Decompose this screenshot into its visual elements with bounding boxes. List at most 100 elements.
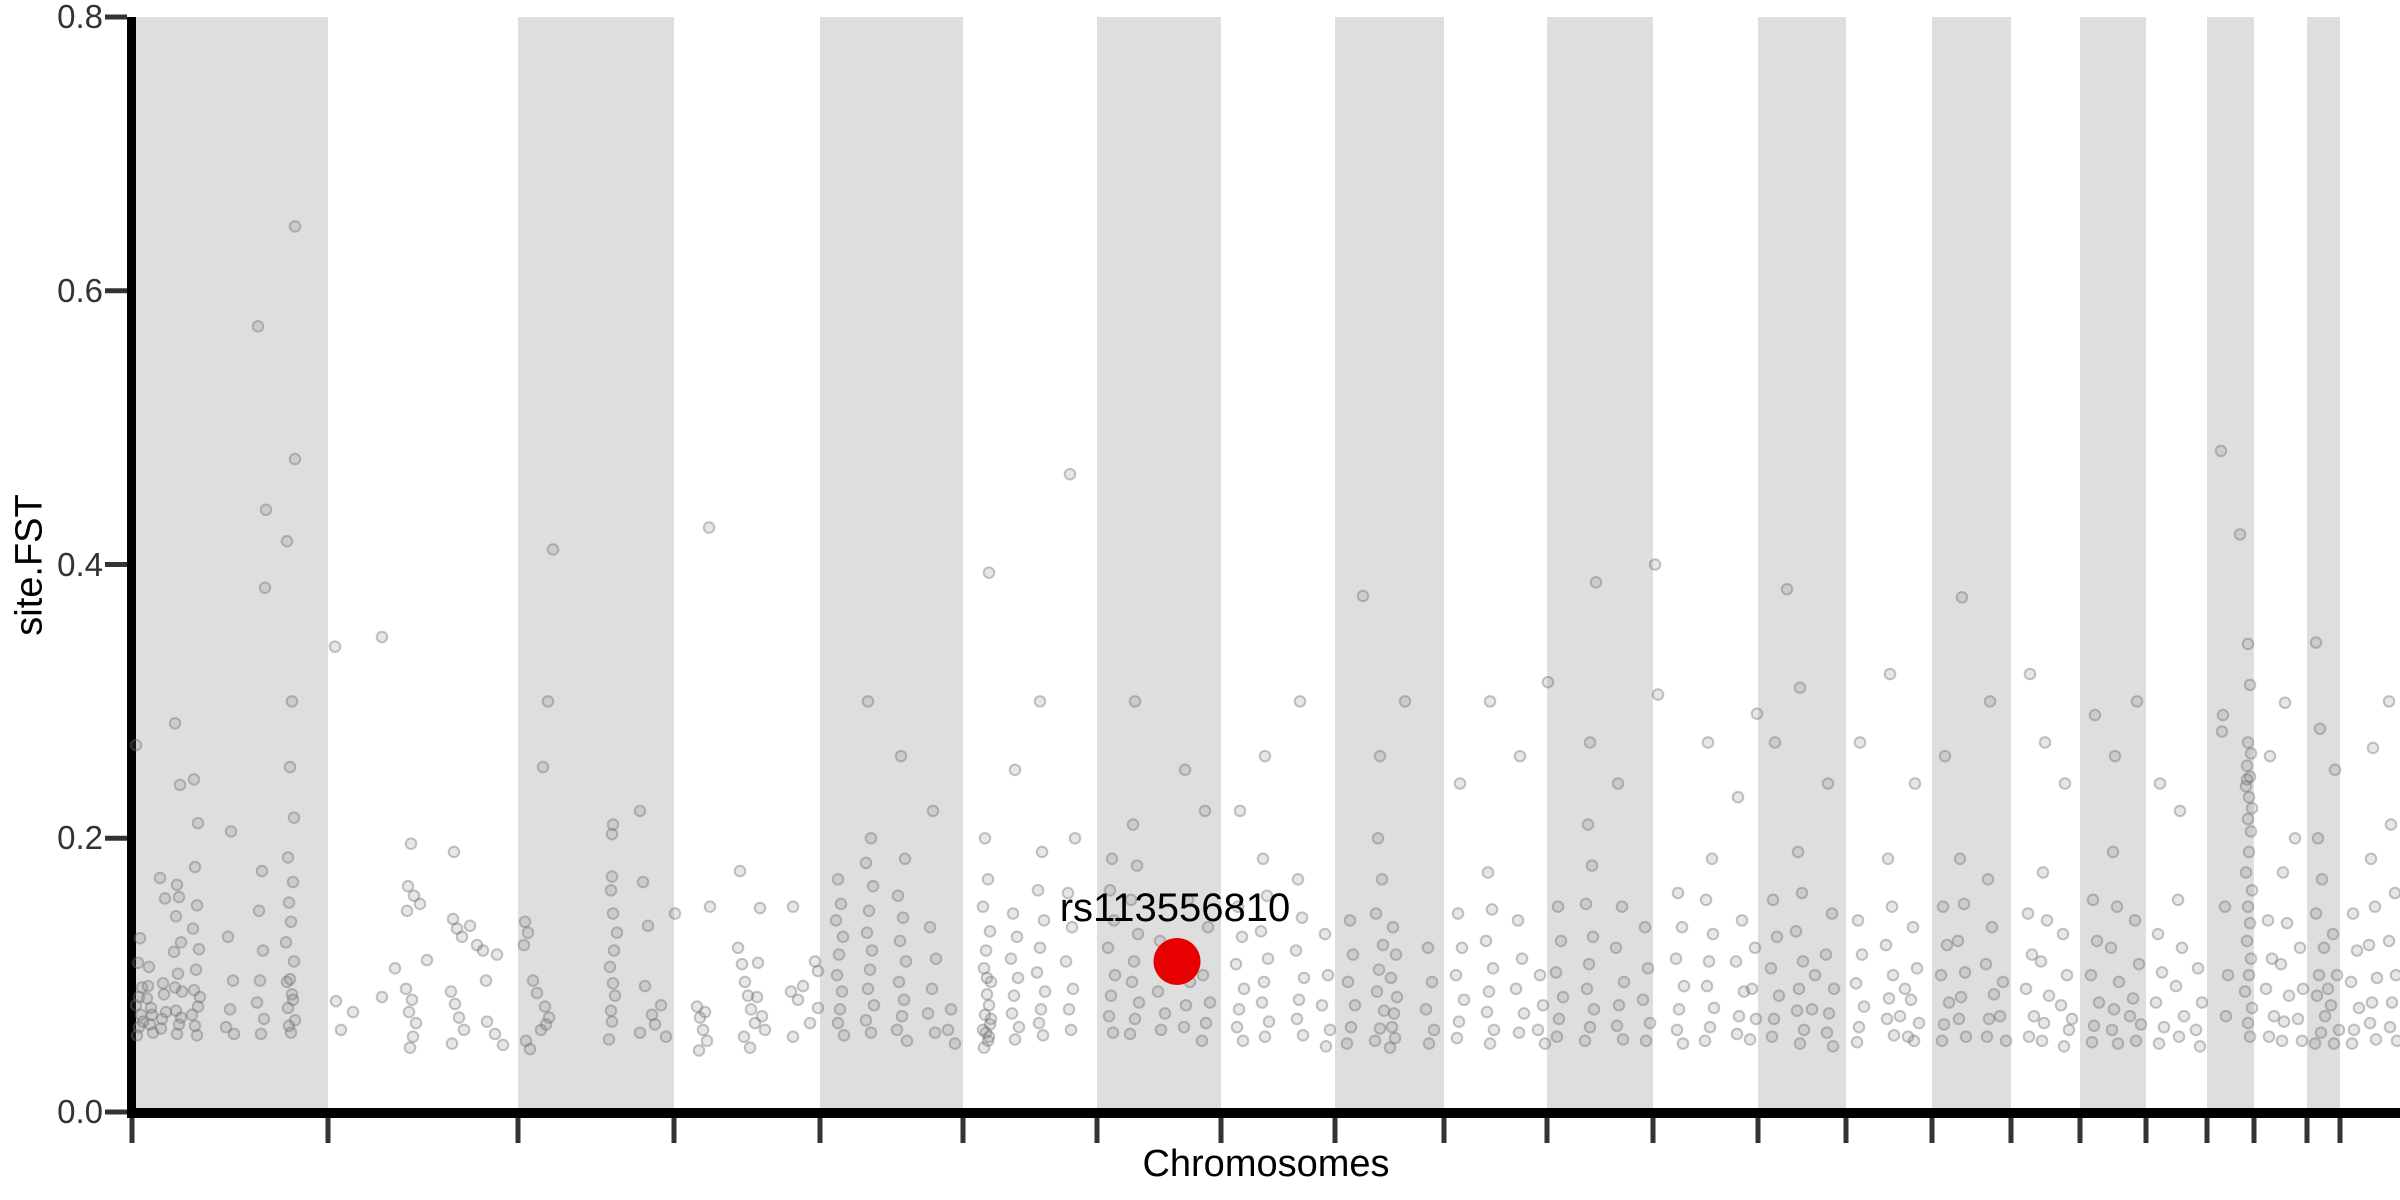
- data-point: [405, 993, 419, 1007]
- data-point: [146, 1026, 160, 1039]
- data-point: [2034, 955, 2048, 968]
- data-point: [1389, 948, 1403, 961]
- data-point: [1257, 975, 1271, 989]
- data-point: [1068, 831, 1082, 845]
- data-point: [2363, 1016, 2377, 1030]
- data-point: [2240, 759, 2254, 773]
- data-point: [1985, 920, 1999, 934]
- data-point: [1348, 998, 1362, 1012]
- data-point: [900, 1034, 914, 1048]
- data-point: [2111, 1037, 2125, 1050]
- data-point: [2382, 695, 2396, 708]
- data-point: [1648, 558, 1662, 571]
- data-point: [2042, 989, 2056, 1002]
- data-point: [1780, 582, 1794, 596]
- data-point: [174, 935, 188, 949]
- data-point: [2321, 982, 2335, 996]
- data-point: [1230, 1020, 1244, 1034]
- data-point: [1059, 955, 1073, 968]
- data-point: [1487, 1023, 1501, 1037]
- data-point: [1789, 925, 1803, 938]
- data-point: [141, 979, 155, 993]
- data-point: [2092, 996, 2106, 1009]
- data-point: [863, 963, 877, 976]
- data-point: [2278, 696, 2292, 710]
- data-point: [2060, 968, 2074, 982]
- data-point: [831, 1016, 845, 1030]
- chromosome-band: [2307, 17, 2340, 1108]
- data-point: [2215, 725, 2229, 738]
- data-point: [733, 864, 747, 878]
- data-point: [1882, 992, 1896, 1005]
- x-tick-mark: [1332, 1118, 1338, 1143]
- data-point: [977, 1041, 991, 1054]
- data-point: [1291, 873, 1305, 886]
- data-point: [2090, 934, 2104, 948]
- data-point: [1729, 955, 1743, 968]
- data-point: [281, 851, 295, 864]
- data-point: [2346, 907, 2360, 920]
- data-point: [2058, 777, 2072, 790]
- data-point: [2332, 1023, 2346, 1037]
- data-point: [738, 975, 752, 989]
- data-point: [169, 909, 183, 923]
- data-point: [2240, 773, 2254, 786]
- data-point: [2347, 1023, 2361, 1037]
- data-point: [1700, 979, 1714, 993]
- data-point: [751, 956, 765, 970]
- data-point: [171, 967, 185, 981]
- data-point: [2152, 1037, 2166, 1050]
- data-point: [1481, 866, 1495, 879]
- data-point: [1485, 903, 1499, 916]
- data-point: [135, 981, 149, 994]
- data-point: [257, 1012, 271, 1026]
- data-point: [1376, 938, 1390, 952]
- data-point: [140, 992, 154, 1005]
- data-point: [894, 749, 908, 763]
- data-point: [191, 1000, 205, 1013]
- data-point: [526, 974, 540, 987]
- data-point: [899, 955, 913, 968]
- data-point: [1893, 1009, 1907, 1023]
- chromosome-band: [1932, 17, 2011, 1108]
- data-point: [1315, 998, 1329, 1012]
- chromosome-band: [1547, 17, 1653, 1108]
- data-point: [420, 953, 434, 967]
- data-point: [1031, 883, 1045, 897]
- data-point: [2085, 1035, 2099, 1049]
- data-point: [896, 911, 910, 924]
- data-point: [2153, 777, 2167, 790]
- data-point: [1513, 749, 1527, 763]
- data-point: [1850, 1035, 1864, 1049]
- data-point: [280, 534, 294, 548]
- data-point: [1260, 889, 1274, 903]
- data-point: [808, 955, 822, 968]
- data-point: [1901, 1030, 1915, 1044]
- data-point: [1104, 989, 1118, 1002]
- y-tick-mark: [105, 835, 127, 841]
- data-point: [1479, 934, 1493, 948]
- data-point: [399, 982, 413, 996]
- data-point: [803, 1016, 817, 1030]
- data-point: [1883, 667, 1897, 681]
- data-point: [796, 979, 810, 993]
- data-point: [153, 871, 167, 885]
- data-point: [406, 1030, 420, 1044]
- data-point: [865, 944, 879, 957]
- data-point: [2275, 1034, 2289, 1048]
- data-point: [1340, 1037, 1354, 1050]
- data-point: [1037, 914, 1051, 927]
- data-point: [1536, 998, 1550, 1012]
- data-point: [1880, 1012, 1894, 1026]
- data-point: [1371, 831, 1385, 845]
- data-point: [1203, 996, 1217, 1009]
- data-point: [2086, 893, 2100, 907]
- data-point: [2038, 736, 2052, 749]
- data-point: [983, 925, 997, 938]
- data-point: [1959, 1030, 1973, 1044]
- data-point: [2350, 944, 2364, 957]
- data-point: [193, 990, 207, 1004]
- data-point: [463, 919, 477, 933]
- data-point: [402, 1005, 416, 1019]
- data-point: [2352, 1001, 2366, 1015]
